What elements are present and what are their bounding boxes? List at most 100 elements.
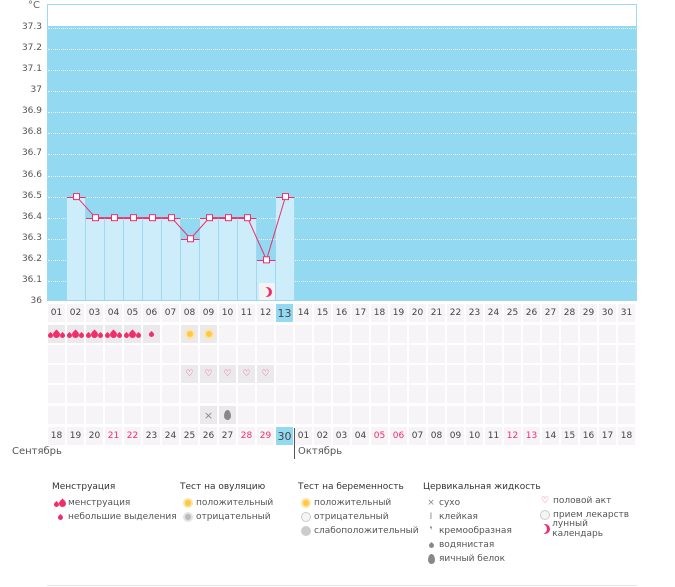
day-cell[interactable] bbox=[104, 364, 123, 384]
day-cell[interactable] bbox=[66, 384, 85, 404]
day-cell[interactable] bbox=[446, 324, 465, 344]
day-cell[interactable] bbox=[237, 344, 256, 364]
day-cell[interactable] bbox=[446, 384, 465, 404]
day-cell[interactable] bbox=[313, 405, 332, 425]
day-cell[interactable] bbox=[313, 344, 332, 364]
cycle-day-label[interactable]: 08 bbox=[180, 303, 199, 323]
day-cell[interactable] bbox=[123, 344, 142, 364]
calendar-date[interactable]: 03 bbox=[332, 426, 351, 446]
calendar-date[interactable]: 27 bbox=[218, 426, 237, 446]
day-cell[interactable] bbox=[427, 364, 446, 384]
day-cell[interactable] bbox=[66, 344, 85, 364]
day-cell[interactable] bbox=[446, 405, 465, 425]
day-cell[interactable] bbox=[617, 364, 636, 384]
day-cell[interactable] bbox=[427, 405, 446, 425]
day-cell[interactable] bbox=[199, 384, 218, 404]
day-cell[interactable] bbox=[66, 405, 85, 425]
day-cell[interactable] bbox=[313, 364, 332, 384]
day-cell[interactable]: ♡ bbox=[237, 364, 256, 384]
day-cell[interactable] bbox=[142, 405, 161, 425]
temperature-point[interactable] bbox=[282, 193, 289, 201]
cycle-day-label[interactable]: 09 bbox=[199, 303, 218, 323]
day-cell[interactable] bbox=[617, 405, 636, 425]
day-cell[interactable] bbox=[180, 405, 199, 425]
temperature-point[interactable] bbox=[187, 235, 194, 243]
day-cell[interactable] bbox=[579, 384, 598, 404]
day-cell[interactable] bbox=[522, 405, 541, 425]
day-cell[interactable] bbox=[408, 324, 427, 344]
day-cell[interactable] bbox=[218, 344, 237, 364]
day-cell[interactable] bbox=[161, 324, 180, 344]
day-cell[interactable] bbox=[522, 364, 541, 384]
day-cell[interactable] bbox=[465, 324, 484, 344]
day-cell[interactable] bbox=[275, 405, 294, 425]
day-cell[interactable] bbox=[256, 344, 275, 364]
calendar-date[interactable]: 14 bbox=[541, 426, 560, 446]
day-cell[interactable] bbox=[503, 405, 522, 425]
cycle-day-label[interactable]: 12 bbox=[256, 303, 275, 323]
cycle-day-label[interactable]: 17 bbox=[351, 303, 370, 323]
day-cell[interactable] bbox=[332, 344, 351, 364]
day-cell[interactable] bbox=[389, 344, 408, 364]
day-cell[interactable]: ♡ bbox=[180, 364, 199, 384]
day-cell[interactable] bbox=[389, 364, 408, 384]
day-cell[interactable] bbox=[275, 324, 294, 344]
cycle-day-label[interactable]: 03 bbox=[85, 303, 104, 323]
calendar-date[interactable]: 30 bbox=[275, 426, 294, 446]
day-cell[interactable] bbox=[598, 384, 617, 404]
day-cell[interactable] bbox=[465, 405, 484, 425]
day-cell[interactable] bbox=[465, 364, 484, 384]
day-cell[interactable] bbox=[617, 344, 636, 364]
day-cell[interactable] bbox=[294, 405, 313, 425]
calendar-date[interactable]: 02 bbox=[313, 426, 332, 446]
calendar-date[interactable]: 10 bbox=[465, 426, 484, 446]
day-cell[interactable] bbox=[237, 324, 256, 344]
temperature-point[interactable] bbox=[168, 214, 175, 222]
day-cell[interactable] bbox=[180, 384, 199, 404]
temperature-point[interactable] bbox=[263, 256, 270, 264]
day-cell[interactable] bbox=[142, 324, 161, 344]
day-cell[interactable] bbox=[66, 364, 85, 384]
cycle-day-label[interactable]: 27 bbox=[541, 303, 560, 323]
cycle-day-label[interactable]: 05 bbox=[123, 303, 142, 323]
day-cell[interactable] bbox=[370, 344, 389, 364]
cycle-day-label[interactable]: 19 bbox=[389, 303, 408, 323]
day-cell[interactable] bbox=[218, 405, 237, 425]
day-cell[interactable] bbox=[522, 384, 541, 404]
day-cell[interactable] bbox=[560, 405, 579, 425]
calendar-date[interactable]: 04 bbox=[351, 426, 370, 446]
cycle-day-label[interactable]: 30 bbox=[598, 303, 617, 323]
day-cell[interactable] bbox=[560, 384, 579, 404]
day-cell[interactable] bbox=[541, 384, 560, 404]
cycle-day-label[interactable]: 14 bbox=[294, 303, 313, 323]
day-cell[interactable] bbox=[351, 405, 370, 425]
day-cell[interactable] bbox=[370, 324, 389, 344]
day-cell[interactable] bbox=[85, 364, 104, 384]
day-cell[interactable] bbox=[104, 344, 123, 364]
temperature-point[interactable] bbox=[73, 193, 80, 201]
day-cell[interactable]: × bbox=[199, 405, 218, 425]
cycle-day-label[interactable]: 25 bbox=[503, 303, 522, 323]
calendar-date[interactable]: 15 bbox=[560, 426, 579, 446]
day-cell[interactable] bbox=[161, 364, 180, 384]
calendar-date[interactable]: 07 bbox=[408, 426, 427, 446]
day-cell[interactable] bbox=[180, 344, 199, 364]
calendar-date[interactable]: 23 bbox=[142, 426, 161, 446]
day-cell[interactable] bbox=[579, 344, 598, 364]
temperature-point[interactable] bbox=[92, 214, 99, 222]
day-cell[interactable] bbox=[104, 405, 123, 425]
day-cell[interactable] bbox=[560, 344, 579, 364]
day-cell[interactable] bbox=[275, 344, 294, 364]
calendar-date[interactable]: 16 bbox=[579, 426, 598, 446]
cycle-day-label[interactable]: 11 bbox=[237, 303, 256, 323]
day-cell[interactable] bbox=[484, 405, 503, 425]
day-cell[interactable] bbox=[446, 344, 465, 364]
day-cell[interactable] bbox=[85, 344, 104, 364]
day-cell[interactable] bbox=[465, 344, 484, 364]
day-cell[interactable] bbox=[351, 324, 370, 344]
day-cell[interactable] bbox=[161, 344, 180, 364]
day-cell[interactable] bbox=[294, 384, 313, 404]
day-cell[interactable] bbox=[503, 384, 522, 404]
day-cell[interactable] bbox=[389, 405, 408, 425]
calendar-date[interactable]: 19 bbox=[66, 426, 85, 446]
